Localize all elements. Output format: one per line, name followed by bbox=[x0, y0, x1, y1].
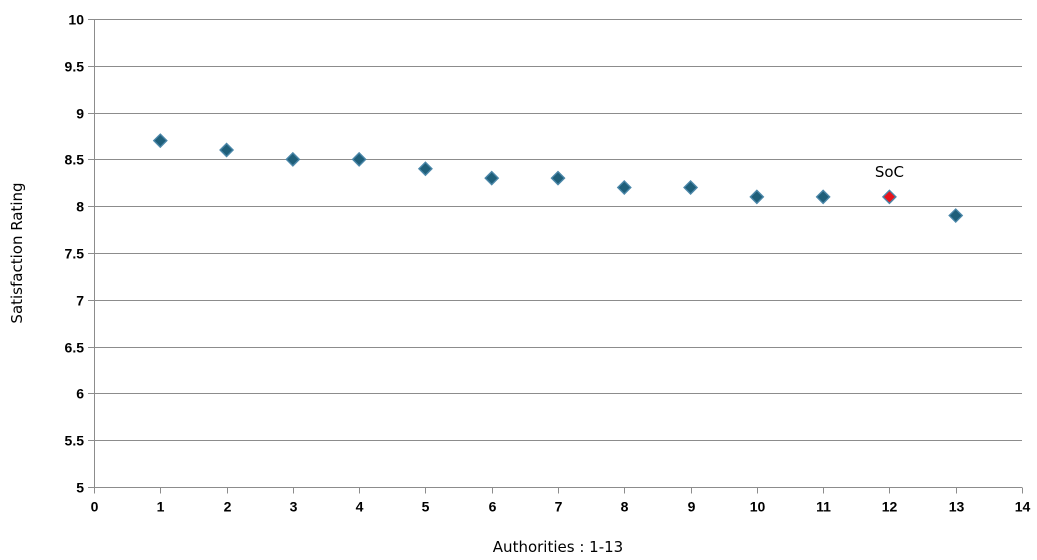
data-point bbox=[219, 142, 235, 158]
x-tick-label: 10 bbox=[750, 499, 766, 515]
data-point-highlighted bbox=[881, 189, 897, 205]
axes bbox=[88, 19, 1023, 494]
x-tick-label: 12 bbox=[882, 499, 898, 515]
x-tick-label: 2 bbox=[224, 499, 232, 515]
x-tick-labels: 0 1 2 3 4 5 6 7 8 9 10 11 12 13 14 bbox=[91, 499, 1031, 515]
x-tick-label: 4 bbox=[356, 499, 364, 515]
data-point bbox=[285, 151, 301, 167]
x-axis-title: Authorities : 1-13 bbox=[493, 538, 623, 556]
x-tick-label: 13 bbox=[949, 499, 965, 515]
point-annotation: SoC bbox=[875, 163, 904, 181]
x-tick-label: 11 bbox=[816, 499, 831, 515]
data-point bbox=[550, 170, 566, 186]
data-point bbox=[484, 170, 500, 186]
x-tick-label: 7 bbox=[555, 499, 563, 515]
gridlines bbox=[94, 19, 1022, 441]
data-point bbox=[683, 179, 699, 195]
data-point bbox=[616, 179, 632, 195]
y-tick-label: 8 bbox=[76, 199, 84, 215]
x-tick-label: 8 bbox=[621, 499, 629, 515]
y-tick-label: 7 bbox=[76, 293, 84, 309]
y-tick-label: 6 bbox=[76, 386, 84, 402]
y-tick-label: 5.5 bbox=[65, 433, 85, 449]
y-tick-label: 6.5 bbox=[65, 340, 85, 356]
y-tick-label: 10 bbox=[68, 12, 84, 28]
x-tick-label: 9 bbox=[688, 499, 696, 515]
y-tick-label: 7.5 bbox=[65, 246, 85, 262]
x-tick-label: 14 bbox=[1015, 499, 1031, 515]
y-tick-labels: 5 5.5 6 6.5 7 7.5 8 8.5 9 9.5 10 bbox=[65, 12, 85, 496]
annotations: SoC bbox=[875, 163, 904, 181]
data-point bbox=[815, 189, 831, 205]
y-tick-label: 5 bbox=[76, 480, 84, 496]
data-points bbox=[152, 133, 964, 224]
y-tick-label: 9 bbox=[76, 106, 84, 122]
data-point bbox=[417, 161, 433, 177]
y-tick-label: 9.5 bbox=[65, 59, 85, 75]
x-tick-label: 3 bbox=[290, 499, 298, 515]
x-tick-label: 1 bbox=[157, 499, 165, 515]
y-axis-title: Satisfaction Rating bbox=[8, 182, 26, 323]
data-point bbox=[948, 208, 964, 224]
x-tick-label: 6 bbox=[489, 499, 497, 515]
x-tick-label: 0 bbox=[91, 499, 99, 515]
x-tick-label: 5 bbox=[422, 499, 430, 515]
data-point bbox=[749, 189, 765, 205]
data-point bbox=[351, 151, 367, 167]
data-point bbox=[152, 133, 168, 149]
y-tick-label: 8.5 bbox=[65, 152, 85, 168]
